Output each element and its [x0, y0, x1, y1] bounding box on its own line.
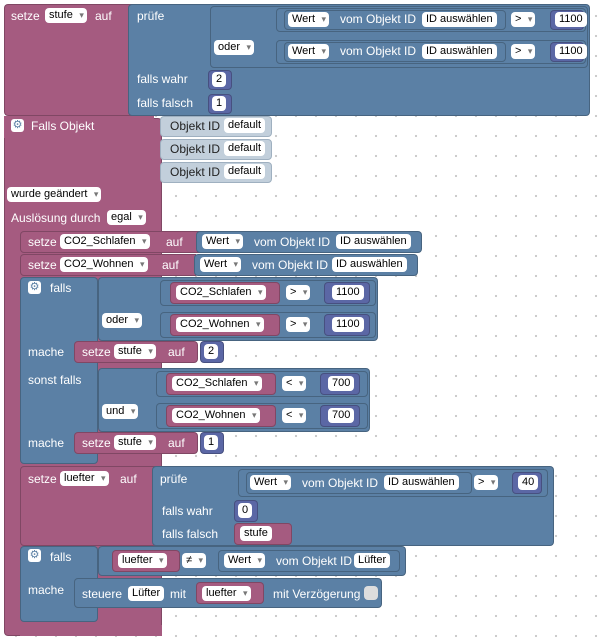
falsch-var-luefter[interactable]: stufe — [240, 526, 272, 541]
label-falls-wahr-luefter: falls wahr — [162, 504, 213, 518]
label-objekt-id-3: Objekt ID — [170, 165, 221, 179]
label-pruefe-luefter: prüfe — [160, 472, 188, 486]
op-dropdown-luefter[interactable]: > — [474, 475, 499, 490]
var-dropdown-c2[interactable]: CO2_Wohnen — [176, 317, 264, 332]
number-value-2[interactable]: 1100 — [555, 44, 587, 59]
label-vom-objekt-luefter: vom Objekt ID — [302, 476, 379, 490]
wert-dropdown-2[interactable]: Wert — [288, 44, 330, 59]
label-falls-falsch-luefter: falls falsch — [162, 527, 219, 541]
target-steuere[interactable]: Lüfter — [128, 586, 165, 601]
label-vom-objekt-1: vom Objekt ID — [340, 12, 417, 26]
label-objekt-id-1: Objekt ID — [170, 119, 221, 133]
label-mache-3: mache — [28, 583, 65, 597]
value-wahr[interactable]: 2 — [212, 72, 227, 87]
val-c1[interactable]: 1100 — [332, 285, 364, 300]
label-set1-auf: auf — [168, 345, 185, 359]
change-dropdown[interactable]: wurde geändert — [7, 187, 102, 202]
id-select-luefter[interactable]: ID auswählen — [384, 475, 459, 490]
checkbox-verzoegerung[interactable] — [364, 586, 378, 600]
val-luefter[interactable]: 40 — [518, 475, 539, 490]
objekt-default-1[interactable]: default — [224, 118, 266, 133]
gear-icon-if[interactable]: ⚙ — [28, 281, 41, 294]
or-dropdown-if[interactable]: oder — [102, 313, 143, 328]
objekt-default-2[interactable]: default — [224, 141, 266, 156]
var-dropdown-c4[interactable]: CO2_Wohnen — [172, 408, 260, 423]
operator-dropdown-1[interactable]: > — [511, 12, 536, 27]
var-dropdown-co2-schlafen[interactable]: CO2_Schlafen — [60, 234, 150, 249]
label-mit: mit — [170, 587, 186, 601]
label-falls-2: falls — [50, 550, 72, 564]
operator-dropdown-2[interactable]: > — [511, 44, 536, 59]
label-vom-objekt-schlafen: vom Objekt ID — [254, 235, 331, 249]
label-verzoegerung: mit Verzögerung — [273, 587, 361, 601]
wert-dropdown-luefter[interactable]: Wert — [250, 475, 292, 490]
var-dropdown-co2-wohnen[interactable]: CO2_Wohnen — [60, 257, 148, 272]
wert-dropdown-schlafen[interactable]: Wert — [202, 234, 244, 249]
label-vom-objekt-if2: vom Objekt ID — [276, 554, 353, 568]
number-value-1[interactable]: 1100 — [555, 12, 587, 27]
id-select-schlafen[interactable]: ID auswählen — [336, 234, 411, 249]
id-select-1[interactable]: ID auswählen — [422, 12, 497, 27]
gear-icon-if2[interactable]: ⚙ — [28, 549, 41, 562]
gear-icon[interactable]: ⚙ — [11, 119, 24, 132]
var-dropdown-c3[interactable]: CO2_Schlafen — [172, 376, 262, 391]
label-setze-wohnen: setze — [28, 258, 57, 272]
label-set2-auf: auf — [168, 436, 185, 450]
label-auf-luefter: auf — [120, 472, 137, 486]
val-set2[interactable]: 1 — [204, 435, 219, 450]
op-dropdown-c4[interactable]: < — [282, 408, 307, 423]
label-pruefe: prüfe — [137, 9, 165, 23]
wert-dropdown-1[interactable]: Wert — [288, 12, 330, 27]
label-vom-objekt-2: vom Objekt ID — [340, 44, 417, 58]
label-auf-wohnen: auf — [162, 258, 179, 272]
label-setze-luefter: setze — [28, 472, 57, 486]
id-select-wohnen[interactable]: ID auswählen — [332, 257, 407, 272]
obj-if2[interactable]: Lüfter — [354, 553, 391, 568]
label-objekt-id-2: Objekt ID — [170, 142, 221, 156]
label-falls-objekt: Falls Objekt — [31, 119, 95, 133]
label-sonst-falls: sonst falls — [28, 373, 82, 387]
var-dropdown-steuere[interactable]: luefter — [202, 586, 251, 601]
id-select-2[interactable]: ID auswählen — [422, 44, 497, 59]
label-auf: auf — [95, 9, 112, 23]
or-dropdown[interactable]: oder — [214, 40, 255, 55]
val-set1[interactable]: 2 — [204, 344, 219, 359]
trigger-header — [4, 116, 154, 138]
op-dropdown-if2[interactable]: ≠ — [182, 553, 207, 568]
var-dropdown-c1[interactable]: CO2_Schlafen — [176, 285, 266, 300]
label-vom-objekt-wohnen: vom Objekt ID — [252, 258, 329, 272]
trigger-dropdown[interactable]: egal — [107, 210, 146, 225]
op-dropdown-c3[interactable]: < — [282, 376, 307, 391]
label-mache-2: mache — [28, 436, 65, 450]
val-c3[interactable]: 700 — [328, 376, 355, 391]
var-dropdown-set2[interactable]: stufe — [114, 435, 156, 450]
label-ausloesung: Auslösung durch — [11, 211, 101, 225]
label-mache-1: mache — [28, 345, 65, 359]
var-dropdown-luefter[interactable]: luefter — [60, 471, 109, 486]
label-falls: falls — [50, 281, 72, 295]
var-dropdown-if2[interactable]: luefter — [118, 553, 167, 568]
objekt-default-3[interactable]: default — [224, 164, 266, 179]
var-dropdown-stufe[interactable]: stufe — [45, 8, 87, 23]
label-falls-falsch: falls falsch — [137, 96, 194, 110]
val-c4[interactable]: 700 — [328, 408, 355, 423]
label-set2-setze: setze — [82, 436, 111, 450]
and-dropdown[interactable]: und — [102, 404, 139, 419]
op-dropdown-c1[interactable]: > — [286, 285, 311, 300]
wert-dropdown-if2[interactable]: Wert — [224, 553, 266, 568]
label-setze: setze — [11, 9, 40, 23]
var-dropdown-set1[interactable]: stufe — [114, 344, 156, 359]
label-auf-schlafen: auf — [166, 235, 183, 249]
val-wahr-luefter[interactable]: 0 — [238, 503, 253, 518]
wert-dropdown-wohnen[interactable]: Wert — [200, 257, 242, 272]
value-falsch[interactable]: 1 — [212, 96, 227, 111]
label-setze-schlafen: setze — [28, 235, 57, 249]
label-set1-setze: setze — [82, 345, 111, 359]
val-c2[interactable]: 1100 — [332, 317, 364, 332]
op-dropdown-c2[interactable]: > — [286, 317, 311, 332]
label-steuere: steuere — [82, 587, 123, 601]
trigger-footer — [20, 625, 162, 636]
label-falls-wahr: falls wahr — [137, 72, 188, 86]
